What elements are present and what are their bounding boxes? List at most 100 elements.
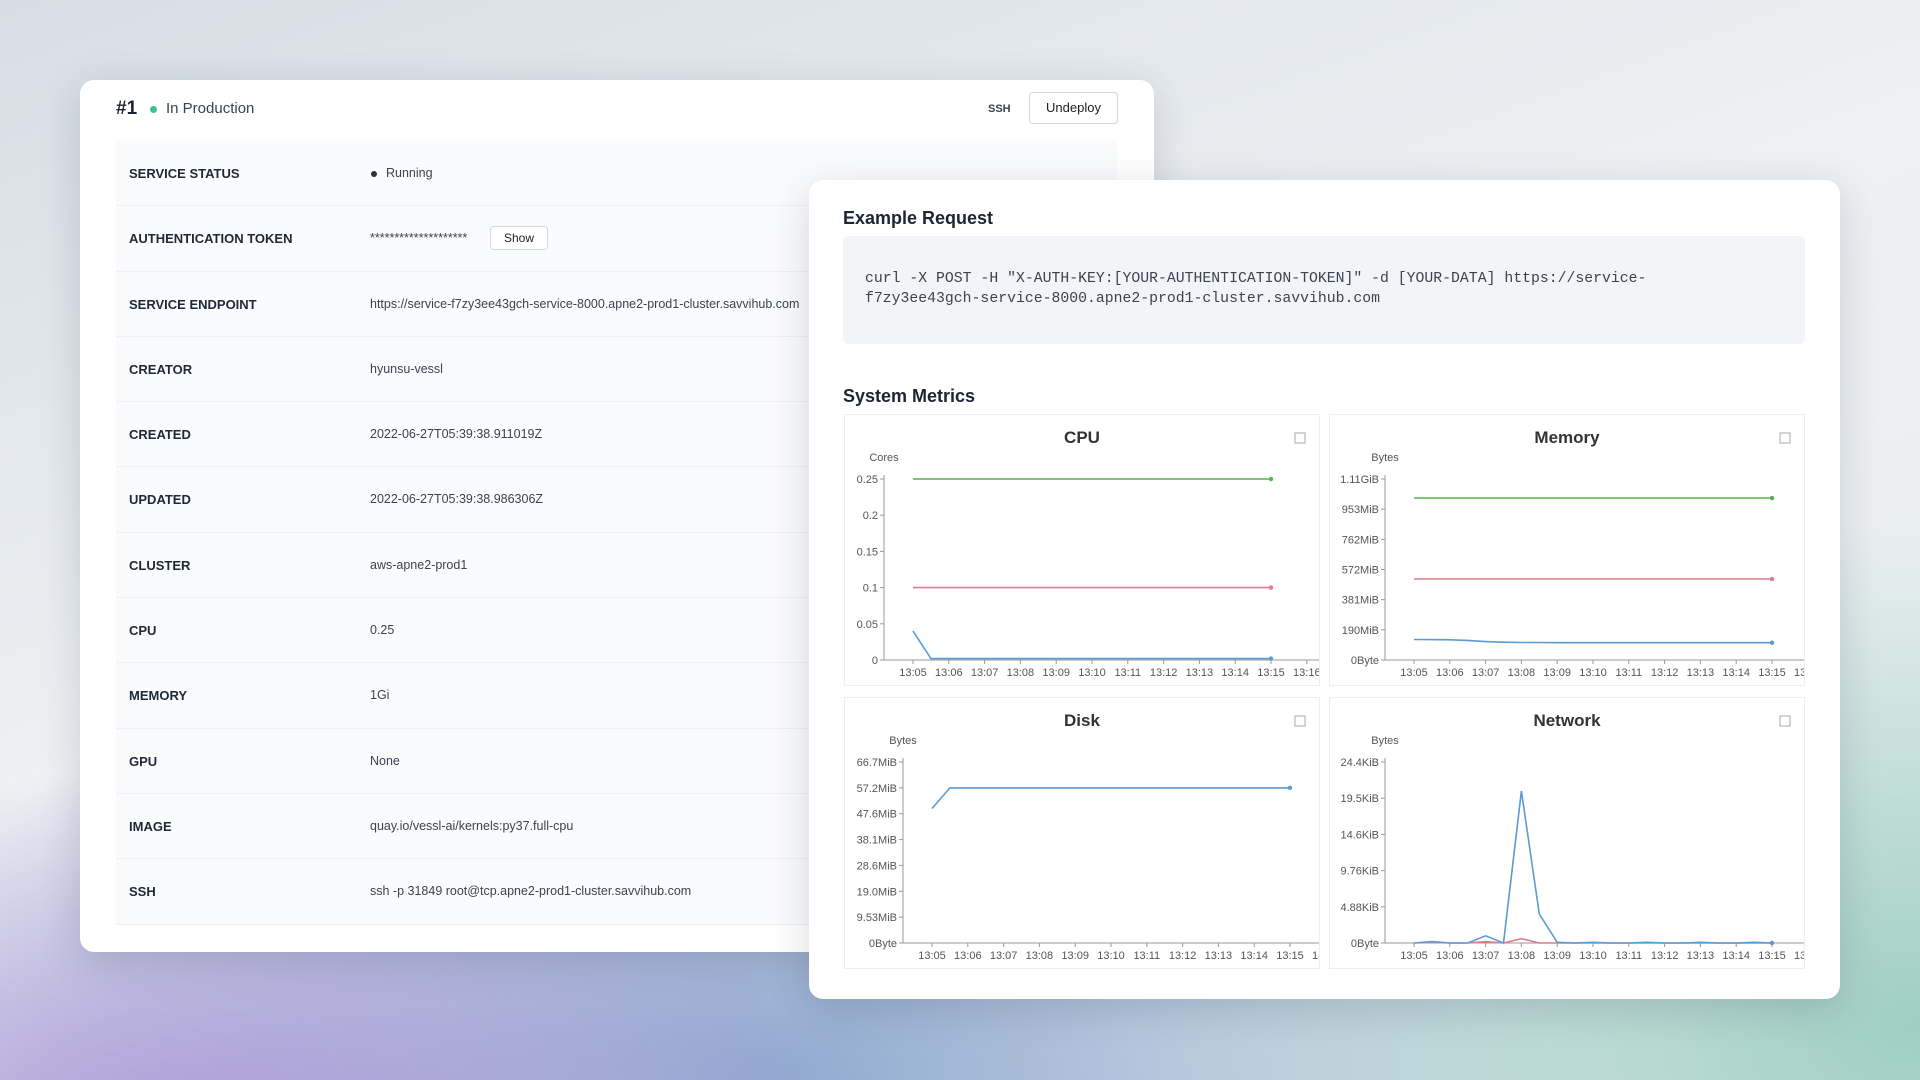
show-button[interactable]: Show [490, 226, 548, 251]
x-tick-label: 13:07 [1472, 950, 1500, 962]
row-label: SERVICE ENDPOINT [129, 296, 257, 312]
x-tick-label: 13:06 [935, 667, 963, 679]
row-label: CREATOR [129, 361, 193, 377]
series-end-dot [1287, 785, 1293, 791]
y-tick-label: 0.15 [857, 546, 878, 558]
ssh-button[interactable]: SSH [988, 103, 1011, 115]
x-tick-label: 13:14 [1722, 667, 1750, 679]
y-tick-label: 28.6MiB [857, 860, 897, 872]
x-tick-label: 13:16 [1794, 950, 1804, 962]
row-label: CREATED [129, 427, 191, 443]
chart-panel: Memory Bytes 0Byte 190MiB 381MiB 572MiB 762MiB… [1329, 414, 1805, 686]
row-value: Running [386, 166, 433, 180]
y-tick-label: 0.25 [857, 474, 878, 486]
undeploy-button[interactable]: Undeploy [1029, 92, 1118, 124]
chart-panel: CPU Cores 0 0.05 0.1 0.15 0.2 0.25 13:05 13:06 13:… [844, 414, 1320, 686]
x-tick-label: 13:08 [1508, 667, 1536, 679]
chart: Memory Bytes 0Byte 190MiB 381MiB 572MiB 762MiB… [1340, 428, 1804, 679]
y-tick-label: 9.76KiB [1340, 866, 1379, 878]
x-tick-label: 13:14 [1722, 950, 1750, 962]
y-tick-label: 0.2 [863, 510, 878, 522]
y-tick-label: 66.7MiB [857, 757, 897, 769]
service-status: In Production [166, 100, 255, 117]
x-tick-label: 13:07 [990, 950, 1018, 962]
y-axis-unit: Cores [869, 452, 899, 464]
x-tick-label: 13:12 [1169, 950, 1197, 962]
x-tick-label: 13:10 [1579, 950, 1607, 962]
request-title: Example Request [843, 208, 994, 228]
row-value: quay.io/vessl-ai/kernels:py37.full-cpu [370, 818, 574, 833]
y-axis-unit: Bytes [1371, 735, 1399, 747]
chart-panel: Network Bytes 0Byte 4.88KiB 9.76KiB 14.6KiB 19… [1329, 697, 1805, 969]
code-text: curl -X POST -H "X-AUTH-KEY:[YOUR-AUTHEN… [865, 271, 1647, 307]
x-tick-label: 13:13 [1687, 950, 1715, 962]
x-tick-label: 13:06 [1436, 667, 1464, 679]
row-value: ssh -p 31849 root@tcp.apne2-prod1-cluste… [370, 884, 692, 899]
service-id: #1 [116, 98, 138, 119]
code-box: curl -X POST -H "X-AUTH-KEY:[YOUR-AUTHEN… [843, 236, 1805, 344]
y-tick-label: 0.05 [857, 619, 878, 631]
chart: Network Bytes 0Byte 4.88KiB 9.76KiB 14.6KiB 19… [1340, 711, 1804, 962]
expand-icon [1294, 432, 1306, 444]
x-tick-label: 13:05 [1400, 950, 1428, 962]
x-tick-label: 13:14 [1240, 950, 1268, 962]
info-table: SERVICE STATUS Running AUTHENTICATION TOKE… [116, 141, 1117, 925]
y-tick-label: 57.2MiB [857, 783, 897, 795]
x-tick-label: 13:10 [1097, 950, 1125, 962]
x-tick-label: 13:12 [1651, 667, 1679, 679]
x-tick-label: 13:11 [1133, 950, 1160, 962]
row-label: CPU [129, 623, 157, 639]
y-axis-unit: Bytes [1371, 452, 1399, 464]
row-label: IMAGE [129, 818, 172, 834]
x-tick-label: 13:08 [1508, 950, 1536, 962]
x-tick-label: 13:15 [1257, 667, 1285, 679]
row-label: AUTHENTICATION TOKEN [129, 231, 293, 247]
chart: Disk Bytes 0Byte 9.53MiB 19.0MiB 28.6MiB 38.1M… [857, 711, 1319, 962]
x-tick-label: 13:15 [1758, 950, 1786, 962]
row-value: aws-apne2-prod1 [370, 557, 468, 572]
x-tick-label: 13:07 [1472, 667, 1500, 679]
y-tick-label: 0Byte [869, 938, 897, 950]
x-tick-label: 13:10 [1579, 667, 1607, 679]
x-tick-label: 13:08 [1026, 950, 1054, 962]
chart-panel: Disk Bytes 0Byte 9.53MiB 19.0MiB 28.6MiB 38.1M… [844, 697, 1320, 969]
x-tick-label: 13:06 [1436, 950, 1464, 962]
series-line [912, 630, 1271, 660]
y-tick-label: 190MiB [1342, 625, 1379, 637]
series-end-dot [1268, 585, 1274, 590]
row-value: 0.25 [370, 623, 395, 638]
y-tick-label: 4.88KiB [1340, 902, 1379, 914]
y-tick-label: 19.0MiB [857, 886, 897, 898]
y-tick-label: 381MiB [1342, 595, 1379, 607]
x-tick-label: 13:16 [1293, 667, 1319, 679]
x-tick-label: 13:09 [1543, 667, 1571, 679]
y-tick-label: 38.1MiB [857, 835, 897, 847]
x-tick-label: 13:05 [899, 667, 927, 679]
row-value: https://service-f7zy3ee43gch-service-800… [370, 296, 800, 311]
row-value: ******************** [370, 231, 468, 246]
x-tick-label: 13:13 [1205, 950, 1233, 962]
x-tick-label: 13:15 [1758, 667, 1786, 679]
chart: CPU Cores 0 0.05 0.1 0.15 0.2 0.25 13:05 13:06 13:… [857, 428, 1319, 679]
y-tick-label: 47.6MiB [857, 809, 897, 821]
series-line [931, 787, 1290, 810]
status-dot [150, 106, 157, 113]
x-tick-label: 13:15 [1276, 950, 1304, 962]
series-end-dot [1268, 476, 1274, 482]
x-tick-label: 13:16 [1794, 667, 1804, 679]
x-tick-label: 13:05 [1400, 667, 1428, 679]
row-label: MEMORY [129, 688, 188, 704]
row-label: GPU [129, 753, 158, 769]
y-tick-label: 0 [872, 655, 878, 667]
status-dot [371, 171, 377, 177]
x-tick-label: 13:09 [1042, 667, 1070, 679]
x-tick-label: 13:13 [1186, 667, 1214, 679]
metrics-title: System Metrics [843, 386, 976, 406]
row-value: 2022-06-27T05:39:38.986306Z [370, 492, 544, 507]
y-tick-label: 0Byte [1351, 655, 1379, 667]
y-tick-label: 0Byte [1351, 938, 1379, 950]
row-label: SERVICE STATUS [129, 166, 240, 181]
request-card: Example Request curl -X POST -H "X-AUTH-… [809, 180, 1840, 999]
x-tick-label: 13:12 [1651, 950, 1679, 962]
